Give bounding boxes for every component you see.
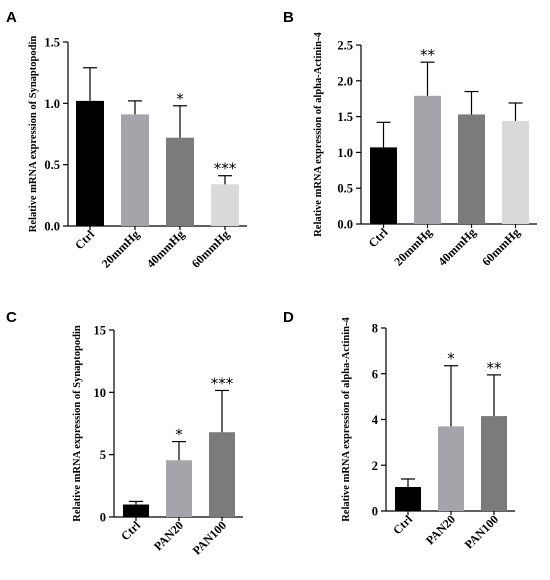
- x-tick-label: 40mmHg: [144, 227, 187, 270]
- significance-marker: ***: [211, 374, 234, 392]
- y-tick-label: 0.0: [44, 220, 60, 234]
- y-tick-label: 6: [372, 367, 378, 381]
- y-tick-label: 0.0: [337, 218, 353, 232]
- panel-letter: A: [6, 9, 17, 26]
- y-tick-label: 2: [372, 459, 378, 473]
- x-tick-label: Ctrl: [366, 225, 391, 250]
- bar-20mmhg: [121, 114, 149, 226]
- y-axis-label: Relative mRNA expression of alpha-Actini…: [313, 31, 324, 236]
- panel-letter: C: [6, 309, 17, 326]
- bar-20mmhg: [414, 95, 441, 224]
- bar-60mmhg: [211, 184, 239, 226]
- chart-panel-c: C Relative mRNA expression of Synaptopodi…: [6, 309, 243, 558]
- chart-panel-d: D Relative mRNA expression of alpha-Actin…: [283, 309, 515, 552]
- bar-ctrl: [395, 486, 421, 511]
- bar-pan100: [209, 432, 235, 517]
- y-tick-label: 1.0: [337, 146, 353, 160]
- y-tick-label: 10: [94, 386, 107, 400]
- y-tick-label: 8: [372, 322, 378, 336]
- bar-pan20: [438, 426, 464, 511]
- x-tick-label: 40mmHg: [435, 225, 478, 268]
- y-axis-label: Relative mRNA expression of alpha-Actini…: [341, 316, 352, 521]
- y-tick-label: 2.5: [337, 39, 353, 53]
- x-tick-label: PAN100: [190, 518, 229, 557]
- bar-ctrl: [123, 504, 149, 517]
- x-tick-label: 20mmHg: [391, 225, 434, 268]
- y-tick-label: 1.0: [44, 97, 60, 111]
- x-tick-label: PAN20: [151, 518, 186, 553]
- bar-60mmhg: [502, 120, 529, 224]
- x-tick-label: Ctrl: [118, 518, 143, 543]
- bar-40mmhg: [458, 114, 485, 224]
- significance-marker: *: [176, 90, 184, 108]
- y-axis-label: Relative mRNA expression of Synaptopodin: [72, 325, 83, 522]
- y-axis-label: Relative mRNA expression of Synaptopodin: [28, 36, 39, 233]
- chart-panel-b: B Relative mRNA expression of alpha-Actin…: [283, 9, 537, 269]
- significance-marker: **: [487, 359, 503, 377]
- chart-panel-a: A Relative mRNA expression of Synaptopodi…: [6, 9, 247, 271]
- panel-letter: B: [283, 9, 294, 26]
- y-tick-label: 4: [372, 413, 379, 427]
- y-tick-label: 0: [100, 511, 106, 525]
- significance-marker: *: [175, 426, 183, 444]
- y-tick-label: 1.5: [44, 36, 60, 50]
- significance-marker: ***: [214, 160, 237, 178]
- y-tick-label: 0: [372, 505, 378, 519]
- y-tick-label: 0.5: [44, 158, 60, 172]
- significance-marker: *: [447, 350, 455, 368]
- y-tick-label: 0.5: [337, 182, 353, 196]
- bar-pan100: [481, 416, 507, 511]
- x-tick-label: 60mmHg: [479, 225, 522, 268]
- y-tick-label: 2.0: [337, 74, 353, 88]
- x-tick-label: 60mmHg: [189, 227, 232, 270]
- bar-40mmhg: [166, 137, 194, 226]
- y-tick-label: 15: [94, 324, 107, 338]
- y-tick-label: 5: [100, 448, 106, 462]
- bar-ctrl: [76, 100, 104, 226]
- significance-marker: **: [420, 46, 436, 64]
- x-tick-label: Ctrl: [72, 227, 97, 252]
- x-tick-label: 20mmHg: [99, 227, 142, 270]
- bar-pan20: [166, 460, 192, 517]
- bar-ctrl: [370, 147, 397, 224]
- x-tick-label: PAN20: [423, 512, 458, 547]
- y-tick-label: 1.5: [337, 110, 353, 124]
- x-tick-label: Ctrl: [390, 512, 415, 537]
- panel-letter: D: [283, 309, 294, 326]
- x-tick-label: PAN100: [462, 512, 501, 551]
